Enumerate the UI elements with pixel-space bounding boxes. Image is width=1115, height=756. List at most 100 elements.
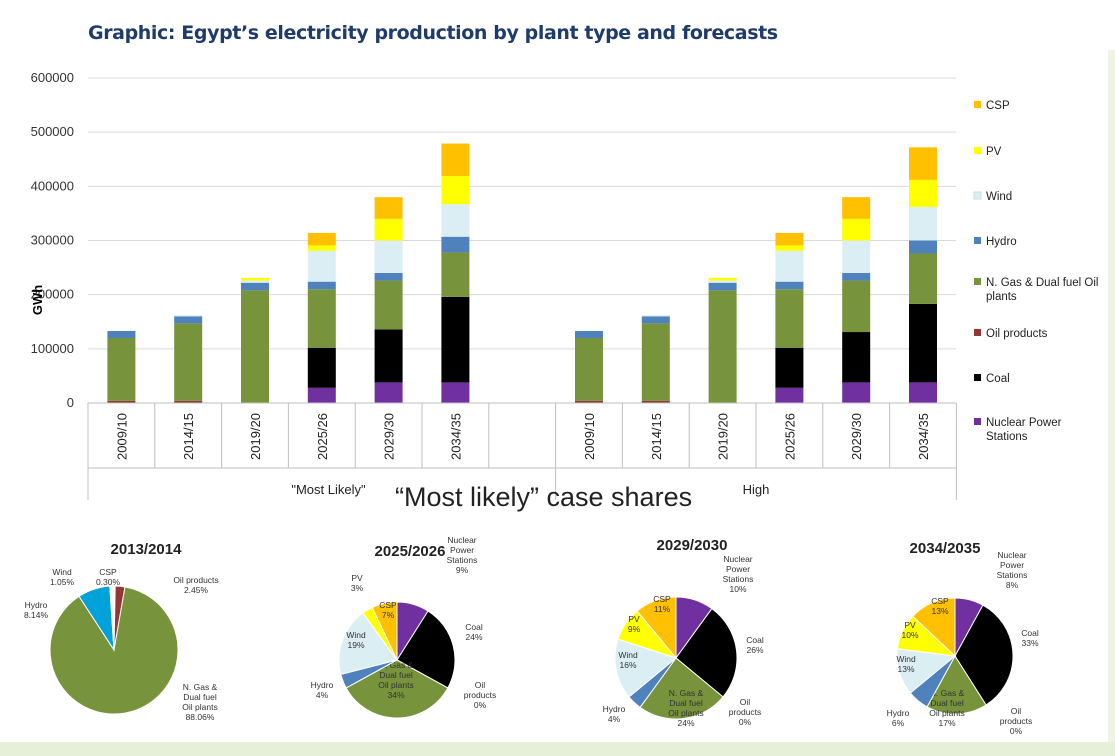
pie-slice-label: N. Gas & Dual fuel Oil plants 34%	[378, 660, 413, 700]
pie-slice-label-line: Oil plants	[929, 708, 964, 718]
x-tick-label: 2034/35	[916, 413, 931, 460]
pie-title: 2025/2026	[375, 543, 446, 560]
legend-label-line: Oil products	[986, 328, 1048, 340]
bar-segment	[307, 289, 336, 348]
y-tick-label: 100000	[31, 341, 74, 356]
pie-section-heading: “Most likely” case shares	[395, 482, 693, 512]
pie-slice-label: Wind 1.05%	[50, 567, 75, 587]
pie-slice-label: CSP 7%	[379, 600, 397, 620]
pie-slice-pct: 9%	[456, 565, 469, 575]
pie-slice-label: Coal 26%	[746, 635, 764, 655]
pie-slice-pct: 1.05%	[50, 577, 75, 587]
legend-swatch	[974, 278, 981, 285]
legend-label: Hydro	[986, 236, 1017, 248]
bar-segment	[708, 282, 737, 291]
pie-slice-label-line: Oil plants	[668, 708, 703, 718]
bar-segment	[374, 329, 403, 383]
pie-slice-label-line: Nuclear	[997, 550, 1026, 560]
bar-segment	[641, 400, 670, 403]
pie-slice	[639, 657, 724, 720]
bar-segment	[441, 236, 470, 253]
bar-segment	[842, 273, 871, 281]
bar-segment	[575, 330, 603, 338]
pie-slice-pct: 3%	[351, 583, 364, 593]
legend-label: CSP	[986, 100, 1010, 112]
pie-slice-pct: 0%	[474, 700, 487, 710]
x-tick-label: 2009/10	[582, 413, 597, 460]
pie-slice-pct: 8%	[1006, 580, 1019, 590]
pie-slice-label-line: CSP	[99, 567, 117, 577]
pie-slice-pct: 0%	[739, 717, 752, 727]
bar-segment	[307, 250, 336, 282]
bar-segment	[775, 245, 804, 251]
bar-segment	[775, 232, 804, 246]
bar-segment	[241, 290, 269, 403]
x-axis: 2009/10 2014/15 2019/20 2025/26 2029/30 2034/…	[87, 402, 957, 500]
y-tick-label: 200000	[31, 287, 74, 302]
decorative-strip	[1108, 50, 1115, 742]
bar-segment	[241, 277, 269, 281]
bar-segment	[374, 197, 403, 219]
pie-slice-label-line: Nuclear	[723, 554, 752, 564]
pie-slice-pct: 8.14%	[24, 610, 49, 620]
bar-segment	[307, 387, 336, 403]
legend-label-line: CSP	[986, 100, 1010, 112]
pie-slice-label-line: Nuclear	[447, 535, 476, 545]
legend-label: Wind	[986, 191, 1012, 203]
pie-slice-label: Oil products 2.45%	[173, 575, 218, 595]
bar-segment	[842, 332, 871, 383]
pie-slice-pct: 34%	[387, 690, 404, 700]
pie-slice-label-line: products	[729, 707, 762, 717]
pie-slice-label: PV 9%	[628, 614, 641, 634]
legend-label: N. Gas & Dual fuel Oil plants	[986, 277, 1098, 303]
bar-segment	[307, 245, 336, 251]
pie-slice-label: PV 3%	[351, 573, 364, 593]
group-label: High	[743, 482, 770, 497]
y-tick-label: 0	[67, 395, 74, 410]
pie-title: 2034/2035	[910, 540, 981, 557]
bar-segment	[307, 281, 336, 290]
x-tick-label: 2025/26	[315, 413, 330, 460]
pie-slice-pct: 9%	[628, 624, 641, 634]
pie-slice-label: Hydro 4%	[311, 680, 334, 700]
bar-segment	[374, 218, 403, 241]
y-tick-label: 600000	[31, 70, 74, 85]
pie-slice-label-line: N. Gas &	[930, 688, 965, 698]
pie-title: 2013/2014	[111, 541, 183, 558]
pie-slice-label-line: Dual fuel	[930, 698, 964, 708]
bar-segment	[374, 280, 403, 330]
bar-segment	[909, 382, 937, 403]
bar-segment	[842, 197, 871, 219]
pie-slice-label-line: products	[464, 690, 497, 700]
pie-slice-label-line: Power	[450, 545, 474, 555]
bar-segment	[307, 232, 336, 246]
pie-slice-label-line: Power	[1000, 560, 1024, 570]
bar-segment	[641, 323, 670, 401]
decorative-footer-strip	[0, 742, 1115, 756]
bar-segment	[708, 280, 737, 283]
pie-slice-pct: 13%	[931, 606, 948, 616]
pie-slice-pct: 19%	[347, 640, 364, 650]
x-tick-label: 2014/15	[649, 413, 664, 460]
x-tick-label: 2009/10	[114, 413, 129, 460]
pie-slice-label: Wind 16%	[618, 650, 638, 670]
pie-slice-label-line: CSP	[931, 596, 949, 606]
x-tick-label: 2014/15	[181, 413, 196, 460]
pie-slice-label: Wind 13%	[896, 654, 916, 674]
bar-segment	[909, 206, 937, 241]
x-tick-label: 2034/35	[448, 413, 463, 460]
pie-slice-label: Oil products 0%	[464, 680, 497, 710]
pie-slice	[926, 655, 987, 715]
pie-slice-label-line: Oil plants	[182, 702, 217, 712]
bar-segment	[174, 315, 203, 317]
pie-slice-label: N. Gas & Dual fuel Oil plants 88.06%	[182, 682, 217, 722]
pie-slice-pct: 13%	[897, 664, 914, 674]
bar-segment	[641, 315, 670, 317]
pie-slice	[338, 612, 398, 676]
pie-slice-label-line: Oil	[1011, 706, 1022, 716]
pie-slice-label: Coal 24%	[465, 622, 483, 642]
pie-slice-pct: 0%	[1010, 726, 1023, 736]
pie-slice-label-line: PV	[904, 620, 916, 630]
pie-slice-label-line: Wind	[618, 650, 638, 660]
